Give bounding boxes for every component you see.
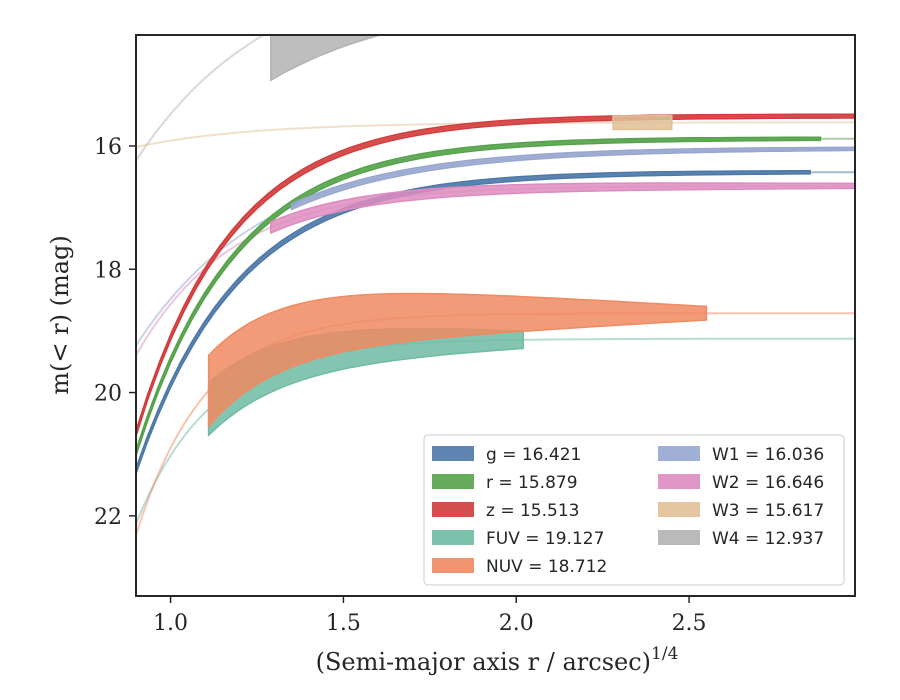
band-6 xyxy=(270,182,855,235)
legend-entry-label: W3 = 15.617 xyxy=(712,501,824,521)
band-8 xyxy=(270,35,384,82)
x-tick-label: 2.5 xyxy=(672,611,707,636)
y-axis-label: m(< r) (mag) xyxy=(46,235,74,394)
band-2 xyxy=(136,113,855,437)
legend-entry-label: NUV = 18.712 xyxy=(486,557,607,577)
legend-swatch xyxy=(658,446,700,461)
legend-entry-label: z = 15.513 xyxy=(486,501,579,521)
y-tick-label: 20 xyxy=(94,382,122,407)
band-7 xyxy=(612,115,673,131)
y-axis: 16 18 20 22 xyxy=(94,135,136,530)
legend-entry-label: r = 15.879 xyxy=(486,473,578,493)
x-tick-label: 1.0 xyxy=(153,611,188,636)
legend-entry-label: W4 = 12.937 xyxy=(712,529,824,549)
y-tick-label: 16 xyxy=(94,135,122,160)
plot-frame xyxy=(135,34,856,597)
legend-swatch xyxy=(432,558,474,573)
legend-swatch xyxy=(432,502,474,517)
data-bands xyxy=(136,35,855,474)
legend-swatch xyxy=(432,530,474,545)
x-tick-label: 1.5 xyxy=(326,611,361,636)
band-5 xyxy=(290,146,855,211)
y-tick-label: 22 xyxy=(94,505,122,530)
legend-frame xyxy=(423,434,845,586)
band-1 xyxy=(136,136,822,456)
legend-entry-label: g = 16.421 xyxy=(486,445,581,465)
legend-swatch xyxy=(658,474,700,489)
legend-swatch xyxy=(658,502,700,517)
legend-swatch xyxy=(658,530,700,545)
legend: g = 16.421 r = 15.879 z = 15.513 FUV = 19.1… xyxy=(423,434,845,586)
legend-swatch xyxy=(432,446,474,461)
x-tick-label: 2.0 xyxy=(499,611,534,636)
legend-swatch xyxy=(432,474,474,489)
band-4 xyxy=(207,292,708,429)
legend-entry-label: W2 = 16.646 xyxy=(712,473,824,493)
y-tick-label: 18 xyxy=(94,258,122,283)
x-axis-label: (Semi-major axis r / arcsec)1/4 xyxy=(316,644,679,676)
x-axis: 1.0 1.5 2.0 2.5 xyxy=(153,596,707,636)
model-curve-8 xyxy=(136,35,266,162)
legend-entry-label: FUV = 19.127 xyxy=(486,529,604,549)
legend-entry-label: W1 = 16.036 xyxy=(712,445,824,465)
